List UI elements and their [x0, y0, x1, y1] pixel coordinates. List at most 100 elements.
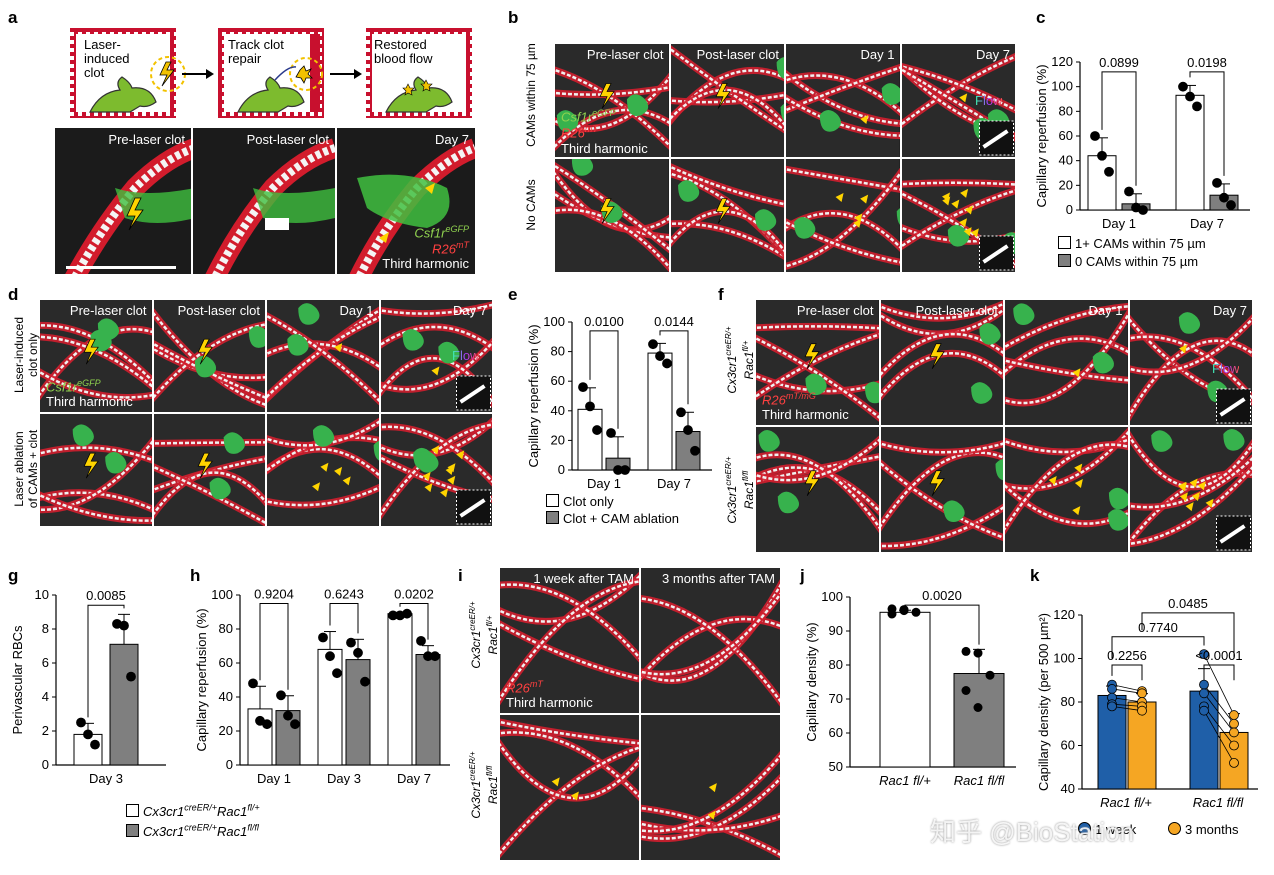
micrograph-grid-b-r1-c1 — [670, 159, 784, 272]
micro-col-label: Day 7 — [453, 303, 487, 318]
data-point — [1137, 688, 1147, 699]
panel-letter-a: a — [8, 8, 18, 27]
y-tick-label: 4 — [42, 689, 49, 704]
data-point — [690, 445, 700, 456]
x-tick-label: Rac1 fl/fl — [954, 773, 1006, 785]
micro-col-label: Pre-laser clot — [69, 303, 147, 318]
panel-letter-k: k — [1030, 566, 1040, 585]
significance-bracket — [1189, 71, 1225, 176]
micro-legend: R26mT Third harmonic — [506, 679, 593, 711]
significance-bracket — [659, 330, 689, 405]
row-label-i1: Cx3cr1creER/+ Rac1fl/+ — [468, 601, 500, 669]
micrograph-grid-d-r0-c2: Day 1 — [267, 300, 379, 412]
bar-1plus-cams — [1087, 155, 1117, 211]
data-point — [332, 668, 342, 679]
x-tick-label: Day 3 — [89, 771, 123, 785]
y-tick-label: 20 — [219, 723, 233, 738]
panel-letter-e: e — [508, 285, 518, 304]
y-tick-label: 6 — [42, 655, 49, 670]
micrograph-grid-f-r1-c1 — [880, 427, 1003, 552]
p-value: 0.9204 — [254, 587, 294, 602]
y-tick-label: 100 — [211, 587, 233, 602]
row-label-f2: Cx3cr1creER/+ Rac1fl/fl — [724, 456, 756, 524]
data-point — [1178, 81, 1188, 92]
legend-k-1: 1 week — [1078, 822, 1136, 837]
micrograph-grid-f-r1-c3 — [1129, 427, 1252, 552]
data-point — [83, 729, 93, 740]
bar-3-months — [1127, 701, 1157, 790]
panel-a-schematic — [70, 28, 472, 118]
micrograph-grid-f-r0-c1: Post-laser clot — [880, 300, 1003, 425]
significance-bracket — [1101, 71, 1137, 186]
micro-legend: Csf1reGFP R26mT Third harmonic — [561, 108, 648, 156]
y-tick-label: 100 — [543, 314, 565, 329]
data-point — [648, 339, 658, 350]
micro-col-label: Day 7 — [1213, 303, 1247, 318]
micrograph-grid-b-r1-c2 — [786, 159, 900, 272]
micrograph-grid-i-r1-c1 — [641, 715, 780, 860]
micrograph-grid-b-r0-c0: Pre-laser clot — [555, 44, 669, 157]
chart-g: 0 2 4 6 8 10 Perivascular RBCs Day 3 0.0085 — [10, 587, 166, 785]
data-point — [90, 739, 100, 750]
bar-1plus-cams — [1175, 94, 1205, 211]
p-value: 0.2256 — [1107, 648, 1147, 663]
y-tick-label: 100 — [1051, 79, 1073, 94]
data-point — [416, 636, 426, 646]
row-label-d1: Laser-induced clot only — [12, 316, 40, 394]
data-point — [283, 710, 293, 721]
data-point — [318, 632, 328, 643]
p-value: 0.0085 — [86, 588, 126, 603]
micrograph-grid-b-r1-c0 — [555, 159, 669, 272]
data-point — [1185, 91, 1195, 102]
data-point — [1229, 710, 1239, 720]
micro-col-label: 3 months after TAM — [662, 571, 775, 586]
data-point — [1199, 688, 1209, 699]
row-label-f1: Cx3cr1creER/+ Rac1fl/+ — [724, 326, 756, 394]
data-point — [585, 401, 595, 412]
data-point — [262, 719, 272, 730]
x-tick-label: Rac1 fl/+ — [1100, 795, 1152, 810]
data-point — [655, 351, 665, 361]
panel-letter-b: b — [508, 8, 519, 27]
data-point — [1137, 705, 1147, 716]
micrograph-grid-d-r0-c1: Post-laser clot — [153, 300, 265, 412]
micrograph-a-day7: Day 7 Csf1reGFP R26mT Third harmonic — [337, 128, 475, 274]
bar-clot-only — [647, 352, 673, 471]
data-point — [1104, 166, 1114, 177]
data-point — [911, 607, 921, 617]
x-tick-label: Day 3 — [327, 771, 361, 785]
bar-rac1-fl-fl — [345, 659, 371, 766]
y-axis-label: Perivascular RBCs — [10, 625, 25, 735]
data-point — [430, 651, 440, 662]
data-point — [887, 609, 897, 619]
p-value: 0.6243 — [324, 587, 364, 602]
panel-letter-c: c — [1036, 8, 1046, 27]
data-point — [1226, 200, 1236, 210]
row-label-d2: Laser ablation of CAMs + clot — [12, 429, 40, 509]
chart-j: 50 60 70 80 90 100 Capillary density (%) 0.0020… — [804, 588, 1016, 785]
y-tick-label: 8 — [42, 621, 49, 636]
micrograph-grid-d-r1-c2 — [267, 414, 379, 526]
data-point — [126, 671, 136, 682]
schematic-box-1 — [70, 28, 186, 118]
y-tick-label: 0 — [226, 757, 233, 772]
data-point — [248, 678, 258, 689]
p-value: 0.7740 — [1138, 620, 1178, 635]
data-point — [346, 637, 356, 648]
legend-csf1r: Csf1reGFP — [414, 224, 469, 241]
micrograph-grid-i-r0-c0: 1 week after TAM — [500, 568, 639, 713]
y-tick-label: 0 — [558, 462, 565, 477]
data-point — [76, 717, 86, 728]
data-point — [961, 686, 971, 695]
micro-col-label: Post-laser clot — [177, 303, 260, 318]
micrograph-grid-d: Pre-laser clot Post-laser clot Day 1 Day 7 C… — [40, 300, 492, 526]
micrograph-grid-b-r1-c3 — [901, 159, 1015, 272]
y-tick-label: 100 — [1053, 651, 1075, 666]
p-value: 0.0485 — [1168, 596, 1208, 611]
data-point — [1229, 718, 1239, 729]
y-tick-label: 80 — [1061, 694, 1075, 709]
y-tick-label: 80 — [551, 344, 565, 359]
legend-r26: R26mT — [432, 240, 469, 257]
micro-col-label: Day 1 — [339, 303, 374, 318]
